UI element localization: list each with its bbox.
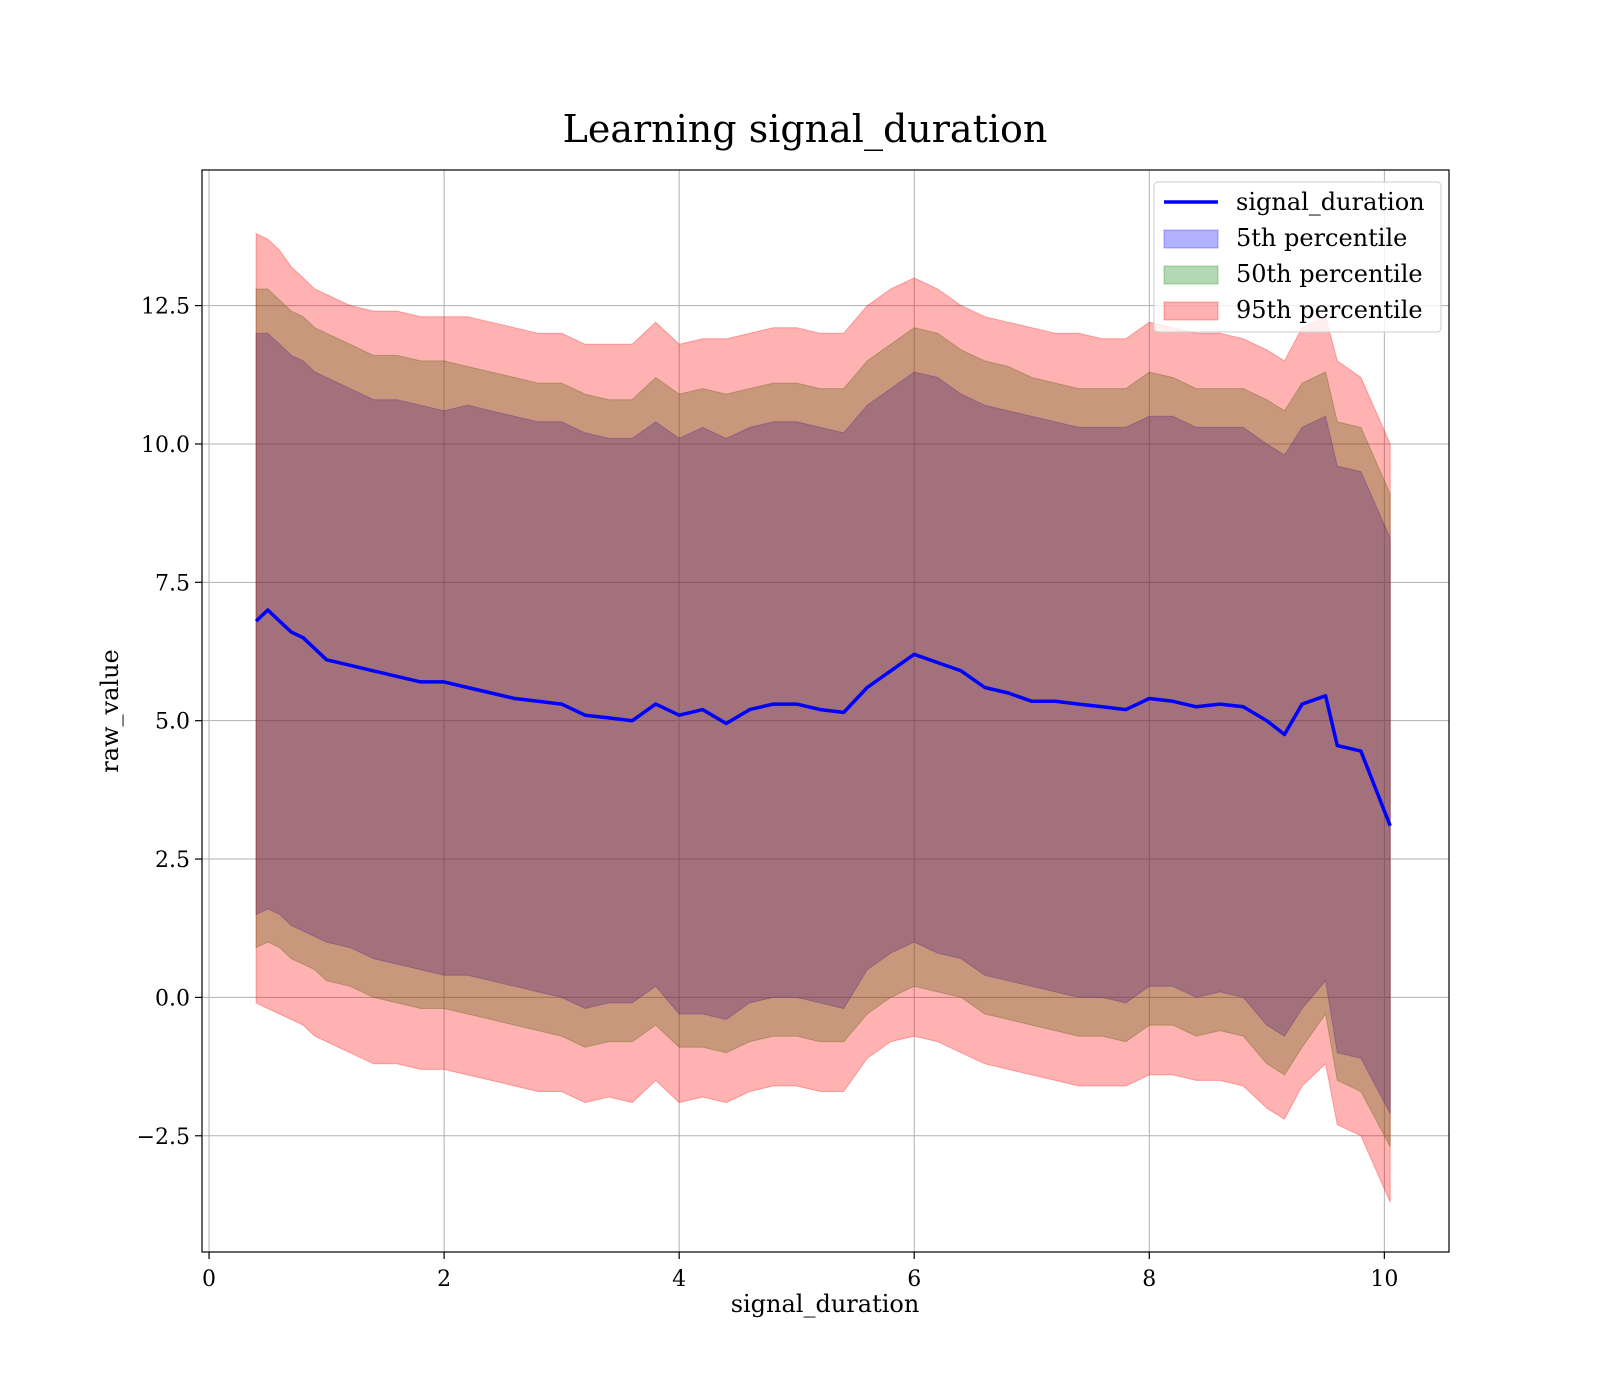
y-tick-label: −2.5 — [137, 1125, 190, 1150]
legend-swatch — [1163, 301, 1219, 321]
percentile-bands — [255, 232, 1391, 1203]
x-axis-label: signal_duration — [731, 1290, 920, 1318]
legend-swatch — [1163, 229, 1219, 249]
x-tick-label: 2 — [437, 1267, 451, 1292]
legend-box — [1153, 181, 1442, 333]
y-tick-label: 7.5 — [155, 571, 190, 596]
chart-title: Learning signal_duration — [563, 107, 1048, 152]
x-tick-label: 0 — [202, 1267, 216, 1292]
y-tick-label: 10.0 — [141, 433, 190, 458]
series-line-signal_duration — [254, 608, 1392, 827]
legend-label: signal_duration — [1236, 188, 1425, 216]
y-tick-label: 5.0 — [155, 710, 190, 735]
x-tick-label: 10 — [1370, 1267, 1398, 1292]
plot-frame — [201, 169, 1450, 1253]
band-5th-percentile — [255, 332, 1391, 1114]
legend-label: 50th percentile — [1236, 260, 1423, 288]
band-95th-percentile — [255, 232, 1391, 1203]
x-tick-label: 4 — [672, 1267, 686, 1292]
legend: signal_duration 5th percentile 50th percen… — [1153, 181, 1442, 333]
x-tick-label: 8 — [1142, 1267, 1156, 1292]
y-tick-label: 0.0 — [155, 986, 190, 1011]
axis-ticks: 0 2 4 6 8 10 −2.5 0.0 2.5 5.0 7.5 10.0 12.5 — [137, 295, 1399, 1292]
legend-label: 95th percentile — [1236, 296, 1423, 324]
legend-swatch — [1163, 265, 1219, 285]
series-lines — [254, 608, 1392, 827]
y-tick-label: 2.5 — [155, 848, 190, 873]
y-axis-label: raw_value — [96, 649, 124, 773]
y-tick-label: 12.5 — [141, 295, 190, 320]
legend-label: 5th percentile — [1236, 224, 1407, 252]
band-50th-percentile — [255, 288, 1391, 1148]
x-tick-label: 6 — [907, 1267, 921, 1292]
